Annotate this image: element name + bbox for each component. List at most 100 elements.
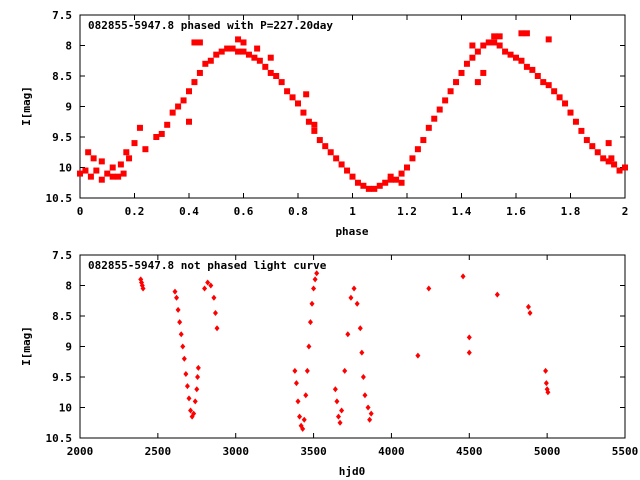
data-point bbox=[616, 167, 623, 174]
x-axis-ticks: 2000 2500 3000 3500 4000 4500 5000 5500 bbox=[67, 255, 638, 458]
data-point bbox=[311, 285, 317, 292]
data-point bbox=[360, 182, 367, 189]
data-point bbox=[300, 109, 307, 116]
data-point bbox=[349, 173, 356, 180]
data-point bbox=[469, 54, 476, 61]
data-point bbox=[191, 410, 197, 417]
data-point bbox=[337, 419, 343, 426]
data-point bbox=[292, 367, 298, 374]
y-tick-label: 8 bbox=[65, 280, 72, 293]
data-point bbox=[82, 167, 89, 174]
data-point bbox=[480, 42, 487, 49]
data-point bbox=[256, 57, 263, 64]
phased-light-curve-panel: 7.5 8 8.5 9 9.5 10 10.5 0 0.2 0.4 0.6 0.8 1 1.2 1.4 1.… bbox=[20, 9, 628, 238]
data-point bbox=[218, 48, 225, 55]
data-point bbox=[545, 36, 552, 43]
data-point bbox=[426, 285, 432, 292]
data-point bbox=[611, 161, 618, 168]
data-points bbox=[77, 30, 628, 192]
data-point bbox=[393, 176, 400, 183]
data-point bbox=[360, 374, 366, 380]
data-point bbox=[525, 303, 531, 310]
data-point bbox=[85, 149, 92, 156]
data-point bbox=[469, 42, 476, 49]
data-point bbox=[214, 325, 220, 332]
data-point bbox=[186, 88, 192, 95]
data-point bbox=[295, 398, 301, 405]
x-tick-label: 3000 bbox=[222, 445, 249, 458]
data-point bbox=[180, 97, 187, 104]
data-point bbox=[120, 170, 127, 177]
data-point bbox=[87, 173, 94, 180]
y-tick-label: 8.5 bbox=[52, 310, 72, 323]
data-point bbox=[333, 155, 340, 162]
data-point bbox=[297, 413, 303, 420]
data-point bbox=[312, 276, 318, 283]
data-point bbox=[567, 109, 574, 116]
data-point bbox=[186, 395, 192, 402]
data-point bbox=[562, 100, 569, 107]
data-point bbox=[245, 51, 252, 58]
data-point bbox=[496, 33, 503, 40]
data-point bbox=[267, 54, 274, 61]
data-point bbox=[518, 30, 525, 37]
data-point bbox=[303, 392, 309, 399]
data-point bbox=[186, 118, 192, 125]
data-point bbox=[254, 45, 261, 52]
y-tick-label: 7.5 bbox=[52, 9, 72, 22]
data-point bbox=[404, 164, 410, 171]
data-point bbox=[463, 60, 470, 67]
data-points bbox=[138, 270, 551, 432]
data-point bbox=[431, 115, 438, 122]
data-point bbox=[224, 45, 231, 52]
data-point bbox=[184, 383, 190, 390]
x-axis-ticks: 0 0.2 0.4 0.6 0.8 1 1.2 1.4 1.6 1.8 2 bbox=[77, 15, 628, 218]
data-point bbox=[158, 130, 165, 137]
y-tick-label: 8.5 bbox=[52, 70, 72, 83]
data-point bbox=[142, 146, 149, 153]
data-point bbox=[300, 425, 306, 432]
data-point bbox=[334, 398, 340, 405]
data-point bbox=[191, 39, 198, 46]
y-axis-label: I[mag] bbox=[20, 326, 33, 366]
x-tick-label: 2000 bbox=[67, 445, 94, 458]
data-point bbox=[164, 121, 171, 128]
data-point bbox=[316, 137, 323, 144]
data-point bbox=[578, 127, 585, 134]
y-axis-ticks: 7.5 8 8.5 9 9.5 10 10.5 bbox=[46, 9, 625, 205]
data-point bbox=[178, 331, 184, 338]
x-tick-label: 0.2 bbox=[125, 205, 145, 218]
data-point bbox=[131, 140, 138, 147]
data-point bbox=[126, 155, 133, 162]
data-point bbox=[211, 294, 217, 301]
y-tick-label: 9.5 bbox=[52, 371, 72, 384]
data-point bbox=[339, 407, 345, 414]
data-point bbox=[177, 319, 183, 326]
data-point bbox=[240, 48, 247, 55]
data-point bbox=[175, 103, 182, 110]
data-point bbox=[359, 349, 365, 356]
data-point bbox=[523, 63, 530, 70]
data-point bbox=[351, 285, 357, 292]
x-tick-label: 0.8 bbox=[288, 205, 308, 218]
data-point bbox=[172, 288, 178, 295]
data-point bbox=[371, 185, 378, 192]
data-point bbox=[174, 294, 180, 301]
data-point bbox=[453, 79, 460, 86]
data-point bbox=[502, 48, 509, 55]
data-point bbox=[466, 334, 472, 341]
data-point bbox=[205, 279, 211, 286]
data-point bbox=[140, 285, 146, 292]
data-point bbox=[608, 155, 615, 162]
y-axis-label: I[mag] bbox=[20, 86, 33, 126]
x-tick-label: 1 bbox=[349, 205, 356, 218]
data-point bbox=[181, 355, 187, 362]
x-tick-label: 0.4 bbox=[179, 205, 199, 218]
data-point bbox=[314, 270, 320, 277]
data-point bbox=[447, 88, 454, 95]
data-point bbox=[551, 88, 558, 95]
data-point bbox=[322, 143, 329, 150]
plot-frame bbox=[79, 254, 626, 439]
data-point bbox=[109, 173, 116, 180]
data-point bbox=[311, 127, 318, 134]
